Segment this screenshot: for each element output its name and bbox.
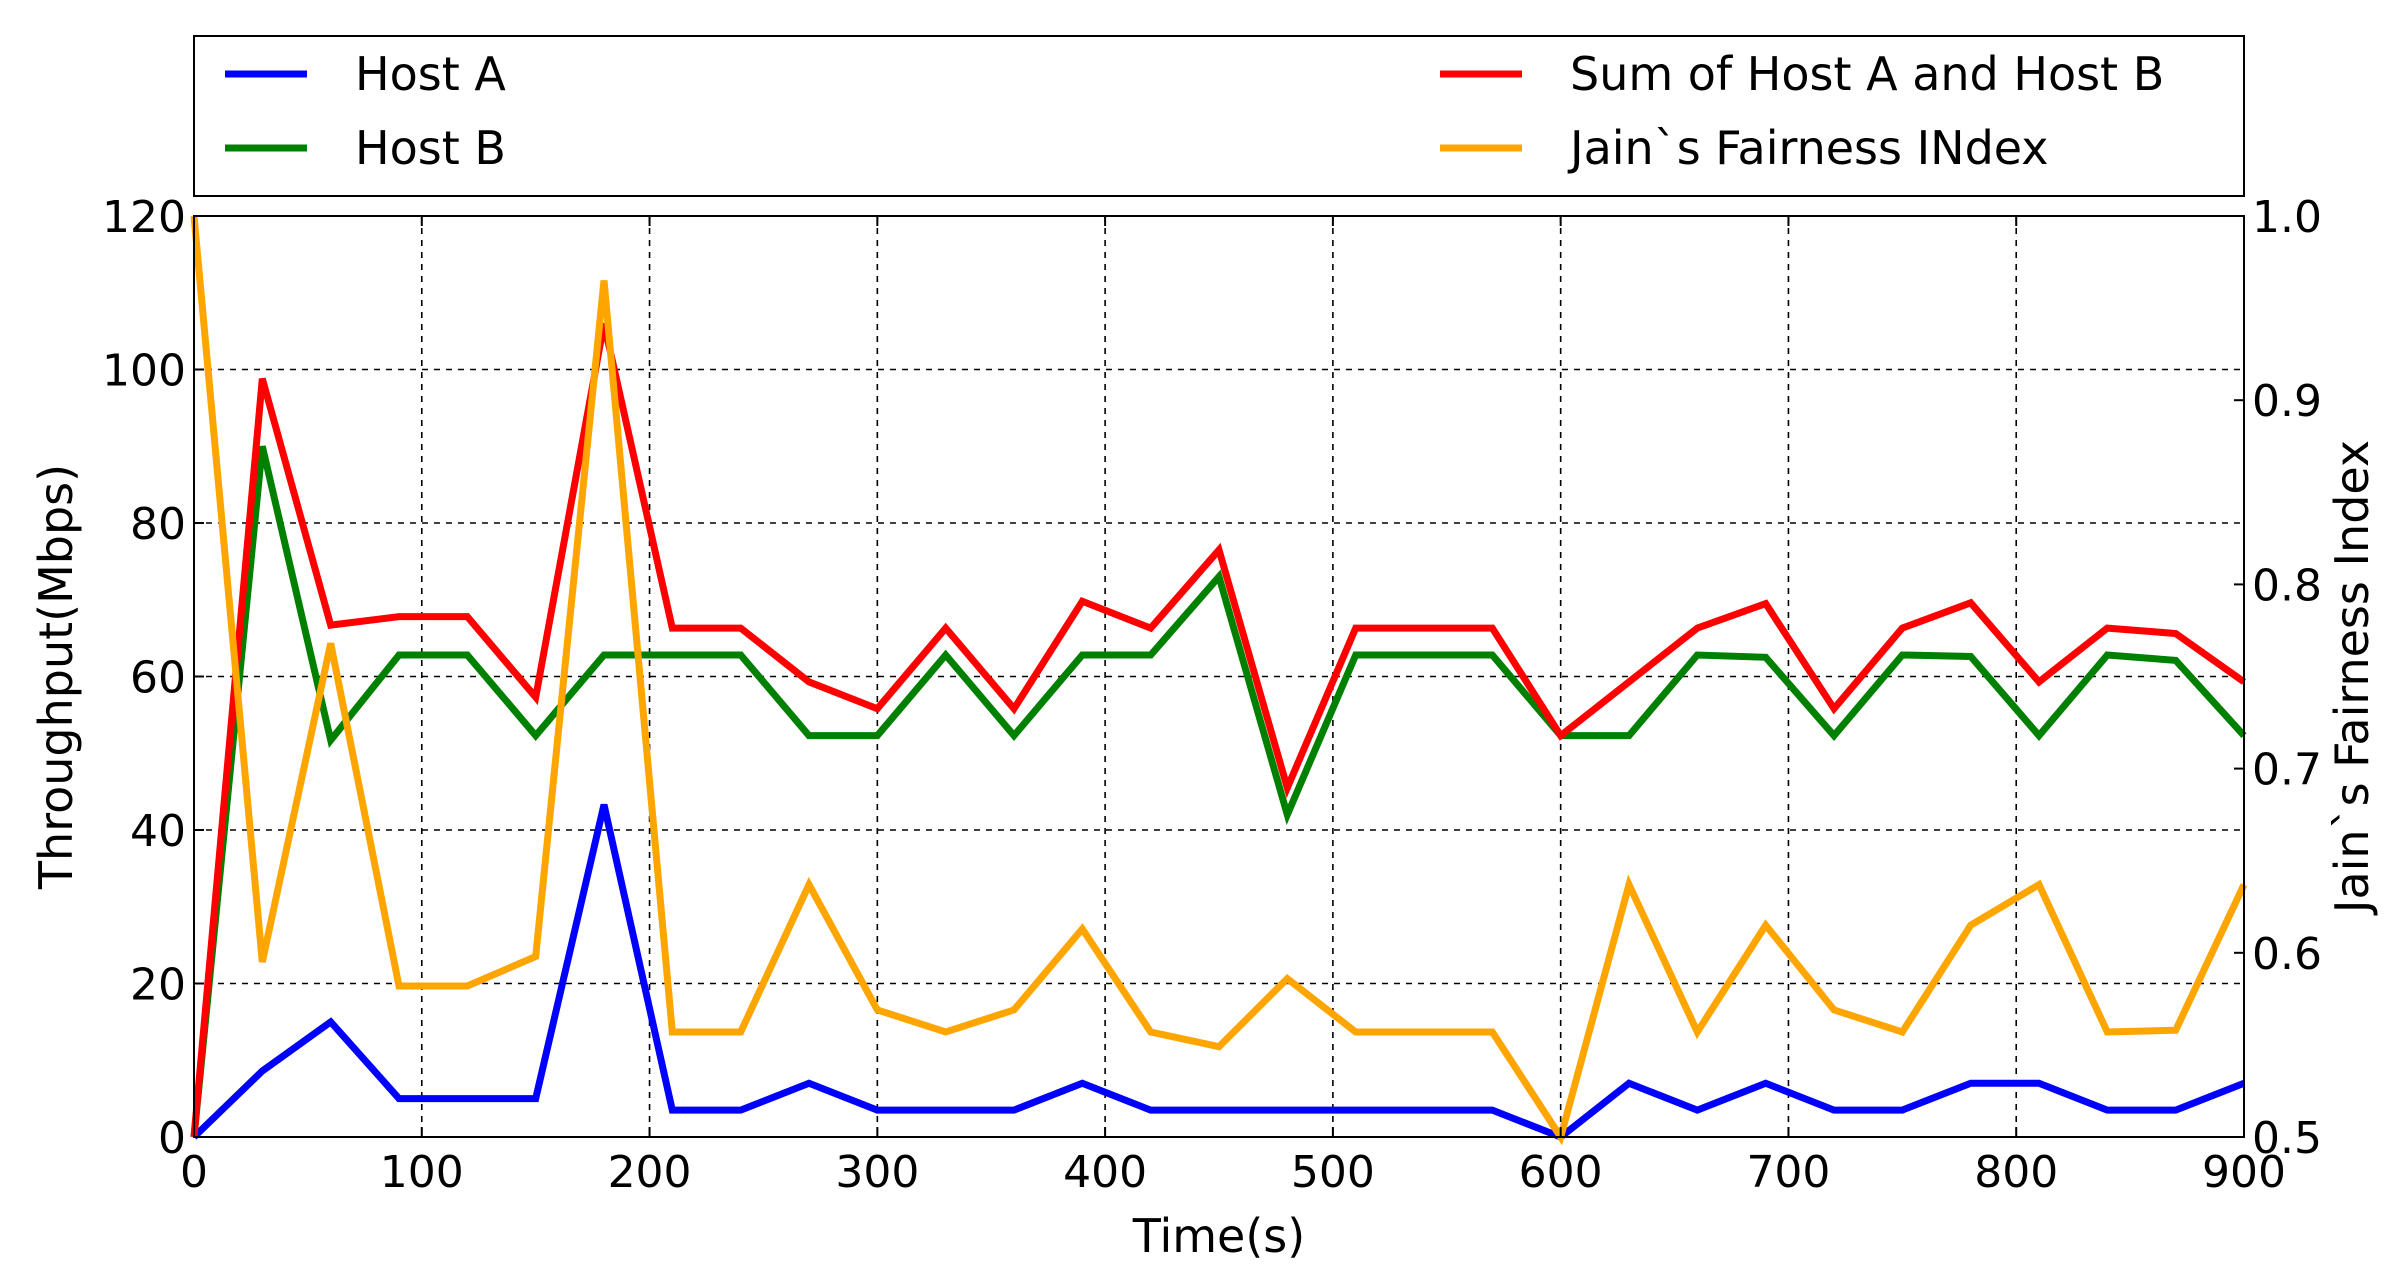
x-tick-label: 600 <box>1519 1147 1603 1198</box>
series-lines <box>190 215 2248 1146</box>
x-tick-label: 300 <box>835 1147 919 1198</box>
y-tick-label: 0 <box>158 1113 186 1164</box>
y2-tick-label: 0.6 <box>2252 929 2322 980</box>
y2-tick-label: 0.8 <box>2252 560 2322 611</box>
y2-tick-label: 0.5 <box>2252 1113 2322 1164</box>
series-line-3 <box>190 322 2247 1138</box>
x-tick-label: 800 <box>1974 1147 2058 1198</box>
y2-tick-label: 1.0 <box>2252 192 2322 243</box>
legend-label: Jain`s Fairness INdex <box>1567 121 2049 175</box>
y-tick-label: 40 <box>130 806 186 857</box>
x-tick-label: 900 <box>2202 1147 2286 1198</box>
series-line-2 <box>190 445 2247 1138</box>
y-tick-labels: 0 20 40 60 80 100 120 <box>102 192 186 1164</box>
legend-label: Host A <box>355 47 506 101</box>
x-tick-labels: 0 100 200 300 400 500 600 700 800 900 <box>180 1147 2286 1198</box>
axis-ticks <box>193 215 2245 1138</box>
x-tick-label: 100 <box>380 1147 464 1198</box>
x-tick-label: 200 <box>608 1147 692 1198</box>
legend: Host A Host B Sum of Host A and Host B Jain… <box>193 35 2245 197</box>
y-tick-label: 80 <box>130 499 186 550</box>
legend-label: Sum of Host A and Host B <box>1570 47 2164 101</box>
y-tick-label: 60 <box>130 653 186 704</box>
legend-box <box>193 35 2245 197</box>
y2-axis-label: Jain`s Fairness Index <box>2325 440 2379 916</box>
y-tick-label: 100 <box>102 346 186 397</box>
legend-label: Host B <box>355 121 506 175</box>
series-line-1 <box>191 803 2246 1141</box>
x-axis-label: Time(s) <box>1132 1209 1305 1263</box>
y-axis-label: Throughput(Mbps) <box>29 464 83 890</box>
series-line-4 <box>190 215 2248 1146</box>
x-tick-label: 500 <box>1291 1147 1375 1198</box>
y2-tick-labels: 0.5 0.6 0.7 0.8 0.9 1.0 <box>2252 192 2322 1164</box>
x-tick-label: 700 <box>1746 1147 1830 1198</box>
x-tick-label: 0 <box>180 1147 208 1198</box>
x-tick-label: 400 <box>1063 1147 1147 1198</box>
y-tick-label: 20 <box>130 960 186 1011</box>
y-tick-label: 120 <box>102 192 186 243</box>
y2-tick-label: 0.9 <box>2252 376 2322 427</box>
y2-tick-label: 0.7 <box>2252 745 2322 796</box>
